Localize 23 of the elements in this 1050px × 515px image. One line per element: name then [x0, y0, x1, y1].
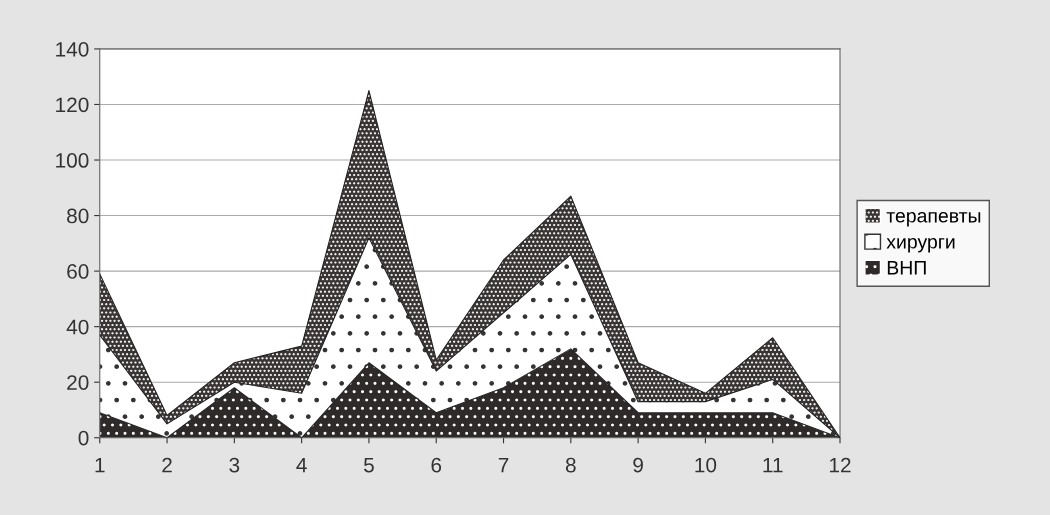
x-tick-label: 2	[162, 457, 172, 473]
y-tick-label: 40	[66, 319, 89, 335]
x-tick-label: 1	[95, 457, 105, 473]
y-tick-label: 0	[78, 430, 89, 446]
x-tick-label: 12	[830, 457, 851, 473]
legend-label: ВНП	[887, 261, 926, 275]
legend-label: терапевты	[886, 211, 981, 227]
x-tick-label: 8	[565, 457, 576, 473]
y-tick-label: 120	[56, 97, 89, 113]
y-tick-label: 60	[67, 264, 89, 279]
y-tick-label: 80	[67, 208, 89, 224]
x-tick-label: 6	[431, 457, 442, 473]
x-tick-label: 3	[229, 457, 240, 473]
legend-label: хирурги	[886, 237, 955, 253]
y-tick-label: 100	[56, 153, 89, 168]
x-tick-label: 4	[296, 457, 307, 473]
x-tick-label: 7	[498, 457, 509, 473]
x-tick-label: 11	[763, 457, 783, 473]
y-tick-label: 140	[56, 41, 89, 57]
x-tick-label: 10	[695, 457, 717, 473]
y-tick-label: 20	[67, 375, 89, 390]
x-tick-label: 5	[363, 457, 374, 473]
x-tick-label: 9	[633, 457, 643, 473]
